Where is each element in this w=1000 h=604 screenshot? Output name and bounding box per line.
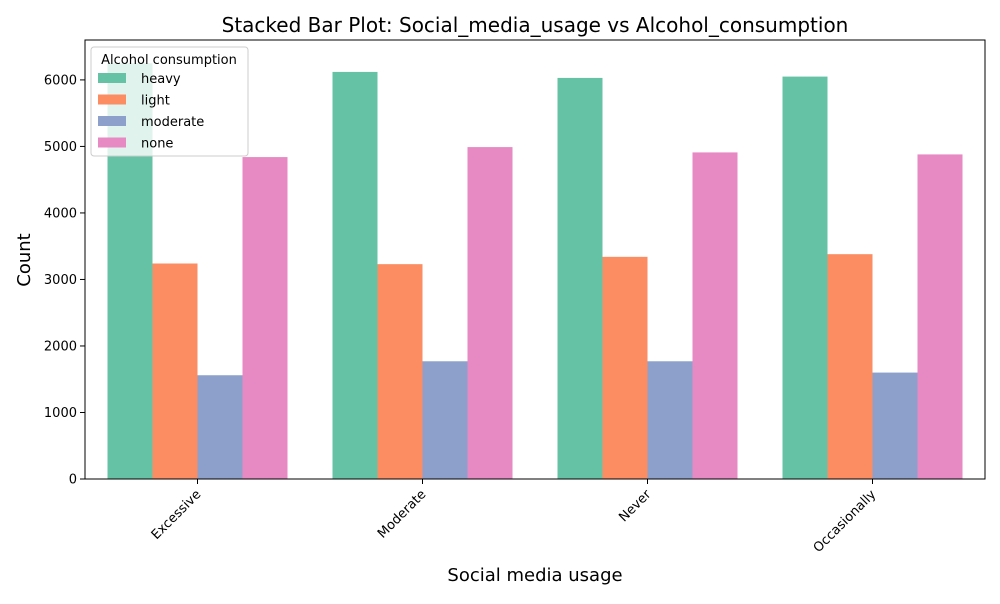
legend-swatch-none <box>98 137 126 148</box>
bar-heavy-moderate <box>332 71 378 479</box>
legend-label-heavy: heavy <box>141 72 181 87</box>
bar-light-occasionally <box>827 254 873 479</box>
legend-swatch-moderate <box>98 116 126 126</box>
bar-moderate-excessive <box>197 375 243 479</box>
bar-moderate-occasionally <box>872 372 918 479</box>
y-ticks: 0 1000 2000 3000 4000 5000 6000 <box>44 73 85 488</box>
legend-title: Alcohol consumption <box>101 53 237 68</box>
y-tick-label: 0 <box>69 473 77 488</box>
bar-none-occasionally <box>917 154 963 479</box>
bar-light-never <box>602 256 648 479</box>
y-axis-label: Count <box>14 233 35 286</box>
legend: Alcohol consumption heavy light moderate no… <box>90 46 249 157</box>
bar-heavy-never <box>557 77 603 479</box>
y-tick-label: 4000 <box>44 206 77 221</box>
bar-none-moderate <box>467 147 513 479</box>
bar-light-moderate <box>377 264 423 479</box>
legend-label-none: none <box>141 137 173 152</box>
y-tick-label: 5000 <box>44 140 77 155</box>
y-tick-label: 6000 <box>44 73 77 88</box>
chart-title: Stacked Bar Plot: Social_media_usage vs … <box>222 13 849 37</box>
bar-moderate-never <box>647 361 693 479</box>
legend-swatch-light <box>98 94 126 105</box>
bar-none-excessive <box>242 157 288 480</box>
bar-heavy-occasionally <box>782 76 828 479</box>
bar-moderate-moderate <box>422 361 468 479</box>
legend-swatch-heavy <box>98 73 126 83</box>
y-tick-label: 1000 <box>44 406 77 421</box>
legend-label-light: light <box>141 94 170 109</box>
y-tick-label: 2000 <box>44 339 77 354</box>
legend-label-moderate: moderate <box>141 115 204 130</box>
y-tick-label: 3000 <box>44 273 77 288</box>
plot-frame <box>84 39 986 480</box>
bar-light-excessive <box>152 263 198 479</box>
legend-box <box>90 46 249 157</box>
bar-none-never <box>692 152 738 480</box>
x-axis-label: Social media usage <box>447 565 622 586</box>
legend-items: heavy light moderate none <box>98 72 204 152</box>
